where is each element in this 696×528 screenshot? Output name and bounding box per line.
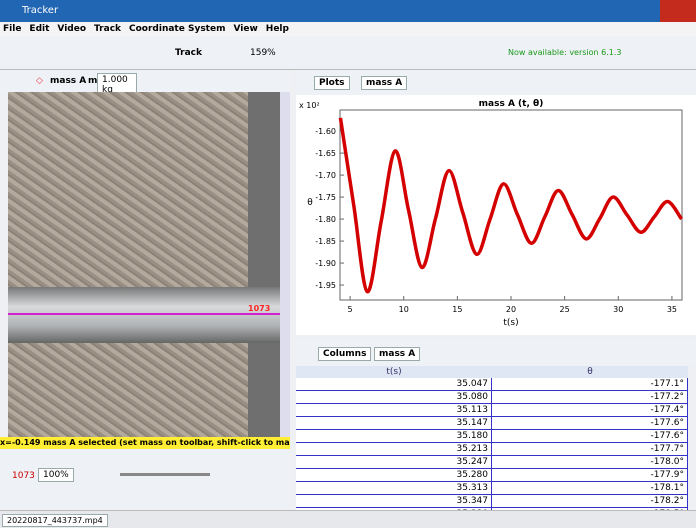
x-tick-label: 5 xyxy=(348,305,353,314)
plot-track-button[interactable]: mass A xyxy=(361,76,408,90)
table-cell: 35.147 xyxy=(296,417,492,429)
table-cell: 35.213 xyxy=(296,443,492,455)
table-cell: -177.7° xyxy=(492,443,688,455)
title-bar: Tracker xyxy=(0,0,696,22)
table-row: 35.147 -177.6° xyxy=(296,417,688,430)
plot-area xyxy=(339,109,683,301)
y-tick-label: -1.60 xyxy=(315,127,336,136)
menu-item[interactable]: Track xyxy=(94,24,122,34)
pipe xyxy=(8,287,280,343)
y-tick-label: -1.80 xyxy=(315,215,336,224)
video-header: ◇ mass A m 1.000 kg xyxy=(0,70,290,97)
menu-item[interactable]: Coordinate System xyxy=(129,24,226,34)
axis-line xyxy=(8,313,280,315)
background-edge xyxy=(248,92,280,437)
menu-item[interactable]: View xyxy=(233,24,258,34)
data-line xyxy=(338,117,684,294)
y-tick-label: -1.65 xyxy=(315,149,336,158)
table-cell: 35.280 xyxy=(296,469,492,481)
slider[interactable] xyxy=(120,473,210,476)
x-axis-label: t(s) xyxy=(503,318,518,328)
table-row: 35.047 -177.1° xyxy=(296,378,688,391)
menu-bar: File Edit Video Track Coordinate System View H… xyxy=(0,22,696,36)
table-cell: 35.247 xyxy=(296,456,492,468)
table-row: 35.080 -177.2° xyxy=(296,391,688,404)
table-cell: -177.6° xyxy=(492,430,688,442)
y-tick-label: -1.95 xyxy=(315,281,336,290)
table-cell: -177.9° xyxy=(492,469,688,481)
table-cell: -178.1° xyxy=(492,482,688,494)
status-bar: x=-0.149 mass A selected (set mass on to… xyxy=(0,437,290,449)
table-header-row: t(s) θ xyxy=(296,366,688,378)
table-cell: 35.047 xyxy=(296,378,492,390)
table-header-bar: Columns mass A xyxy=(296,340,696,366)
table-cell: 35.380 xyxy=(296,508,492,510)
y-tick-label: -1.70 xyxy=(315,171,336,180)
menu-item[interactable]: Video xyxy=(57,24,87,34)
x-tick-label: 25 xyxy=(560,305,570,314)
y-tick-label: -1.85 xyxy=(315,237,336,246)
toolbar: Track 159% Now available: version 6.1.3 xyxy=(0,36,696,70)
table-row: 35.113 -177.4° xyxy=(296,404,688,417)
table-row: 35.180 -177.6° xyxy=(296,430,688,443)
menu-item[interactable]: Help xyxy=(265,24,289,34)
track-button[interactable]: Track xyxy=(175,48,202,58)
y-tick-label: -1.75 xyxy=(315,193,336,202)
table-cell: -178.2° xyxy=(492,495,688,507)
zoom-field[interactable]: 100% xyxy=(38,468,74,482)
table-row: 35.347 -178.2° xyxy=(296,495,688,508)
plot-header: Plots mass A xyxy=(296,70,696,95)
table-cell: -178.5° xyxy=(492,508,688,510)
table-cell: -177.4° xyxy=(492,404,688,416)
x-tick-label: 10 xyxy=(399,305,409,314)
column-header: t(s) xyxy=(386,367,402,377)
video-frame: 1073 xyxy=(8,92,280,437)
table-cell: 35.113 xyxy=(296,404,492,416)
chart-title: mass A (t, θ) xyxy=(479,99,544,109)
plots-button[interactable]: Plots xyxy=(314,76,350,90)
table-row: 35.313 -178.1° xyxy=(296,482,688,495)
point-label: 1073 xyxy=(248,304,271,313)
table-track-button[interactable]: mass A xyxy=(374,347,421,361)
x-tick-label: 35 xyxy=(667,305,677,314)
table-row: 35.380-178.5° xyxy=(296,508,688,510)
close-button[interactable] xyxy=(660,0,696,22)
player-controls: 1073 100% xyxy=(0,449,290,509)
table-cell: 35.313 xyxy=(296,482,492,494)
table-row: 35.247 -178.0° xyxy=(296,456,688,469)
update-notice[interactable]: Now available: version 6.1.3 xyxy=(508,48,622,57)
file-tabs: 20220817_443737.mp4 xyxy=(0,510,696,528)
data-table: t(s) θ 35.047 -177.1° 35.080 -177.2° 35.113 -17… xyxy=(296,366,688,510)
mass-label: m xyxy=(88,76,98,86)
y-axis-label: θ xyxy=(307,198,313,208)
y-tick-label: -1.90 xyxy=(315,259,336,268)
table-cell: -177.6° xyxy=(492,417,688,429)
table-cell: 35.180 xyxy=(296,430,492,442)
table-cell: -177.1° xyxy=(492,378,688,390)
x-tick-label: 30 xyxy=(613,305,623,314)
table-row: 35.213 -177.7° xyxy=(296,443,688,456)
file-tab[interactable]: 20220817_443737.mp4 xyxy=(2,514,108,527)
table-cell: 35.347 xyxy=(296,495,492,507)
menu-item[interactable]: Edit xyxy=(29,24,50,34)
window-title: Tracker xyxy=(22,5,59,16)
table-row: 35.280 -177.9° xyxy=(296,469,688,482)
scrollbar[interactable] xyxy=(280,92,290,437)
table-cell: -178.0° xyxy=(492,456,688,468)
zoom[interactable]: 159% xyxy=(250,48,276,58)
table-cell: 35.080 xyxy=(296,391,492,403)
frame-number: 1073 xyxy=(12,471,35,481)
x-tick-label: 15 xyxy=(452,305,462,314)
table-cell: -177.2° xyxy=(492,391,688,403)
x-tick-label: 20 xyxy=(506,305,516,314)
track-icon: ◇ xyxy=(36,76,43,86)
menu-item[interactable]: File xyxy=(3,24,22,34)
column-header: θ xyxy=(587,367,593,377)
plot: mass A (t, θ) x 10² θ t(s) -1.60 -1.65 -1.70 -1… xyxy=(296,95,696,335)
columns-button[interactable]: Columns xyxy=(318,347,372,361)
y-multiplier: x 10² xyxy=(299,101,320,110)
track-name[interactable]: mass A xyxy=(50,76,87,86)
